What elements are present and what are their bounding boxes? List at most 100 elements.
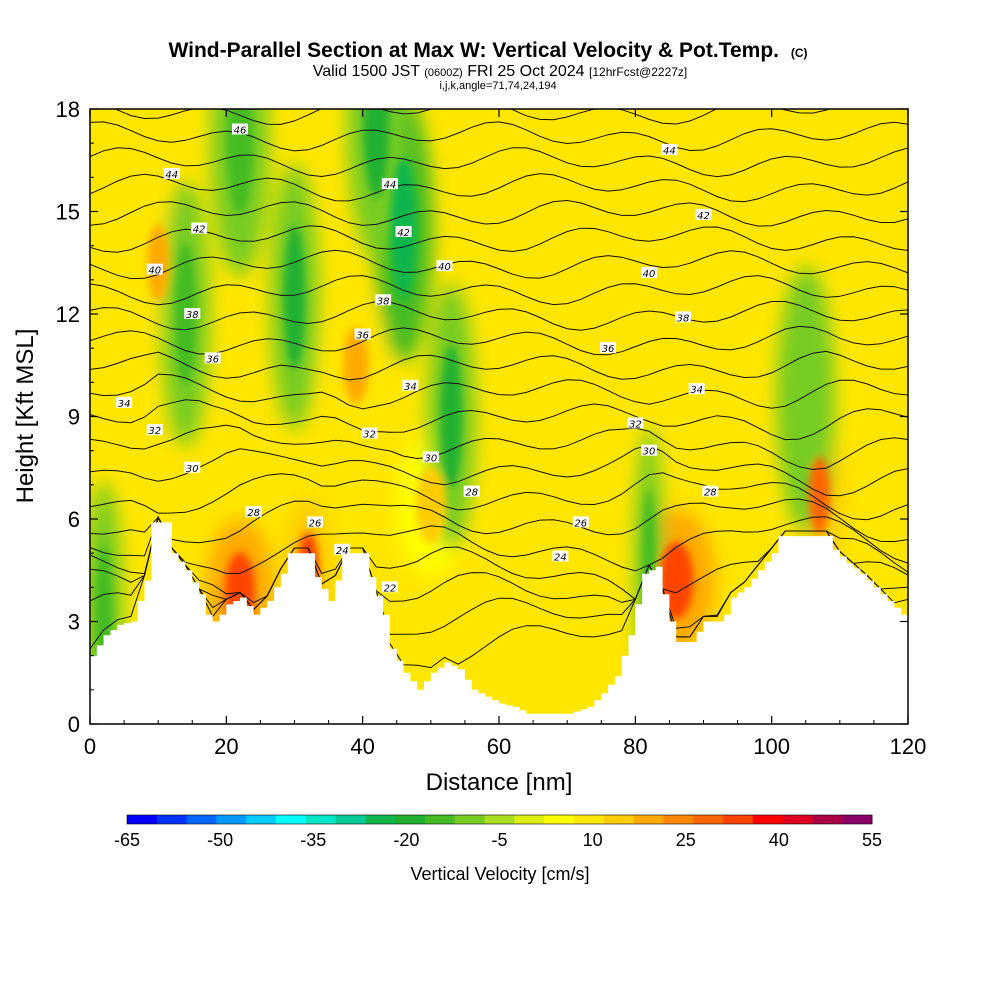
colorbar-swatch [216,815,247,824]
theta-label-bg [436,260,453,272]
x-tick-label: 100 [753,734,790,759]
theta-label-bg [334,543,351,555]
theta-label: 40 [436,260,453,273]
theta-label-bg [184,308,201,319]
theta-label: 36 [600,342,617,355]
colorbar-tick-label: -5 [491,830,507,850]
theta-contour [90,300,908,331]
theta-label-text: 42 [697,211,710,222]
theta-label: 46 [231,123,248,137]
x-axis-label: Distance [nm] [426,769,573,796]
y-axis-label: Height [Kft MSL] [12,329,39,504]
velocity-blob-core [342,326,369,404]
theta-label-text: 28 [465,488,478,499]
theta-label: 42 [395,226,412,239]
subtitle-params: i,j,k,angle=71,74,24,194 [439,80,556,92]
theta-label-bg [381,581,398,593]
colorbar-swatch [454,815,486,824]
theta-label-bg [116,396,133,408]
chart-title: Wind-Parallel Section at Max W: Vertical… [168,39,807,62]
theta-label: 28 [702,485,719,499]
velocity-blob-core [227,109,253,215]
theta-label-bg [361,427,378,439]
theta-contour [90,249,908,280]
x-tick-label: 80 [623,734,647,759]
theta-label-text: 44 [384,180,397,191]
x-tick-label: 60 [487,734,511,759]
y-tick-label: 18 [56,97,80,122]
colorbar-tick-label: 10 [583,830,603,850]
terrain-fill [90,522,908,724]
theta-label-bg [627,417,644,429]
theta-label-text: 44 [663,146,676,157]
theta-label-text: 40 [148,266,161,277]
colorbar-swatch [156,815,188,824]
colorbar-tick-label: -35 [300,830,326,850]
theta-label-text: 42 [193,225,206,236]
theta-label-bg [463,485,480,497]
colorbar-swatch [276,815,307,824]
theta-label-text: 32 [363,430,376,441]
colorbar-swatch [246,815,277,824]
theta-label-text: 32 [148,426,161,437]
y-tick-label: 12 [56,302,80,327]
subtitle-utc: (0600Z) [424,67,463,79]
colorbar-swatch [693,815,724,824]
plot-area: 46 44 44 44 42 42 42 40 40 40 38 38 38 36 36 36 34 34 34 32… [90,109,908,724]
x-tick-label: 0 [84,734,96,759]
colorbar-swatch [782,815,813,824]
colorbar-tick-label: 40 [769,830,789,850]
velocity-blob-core [363,109,390,198]
theta-label-text: 28 [247,508,260,519]
theta-label: 38 [675,311,692,324]
theta-label-bg [640,444,657,456]
theta-label-bg [572,516,589,528]
theta-label: 44 [163,167,180,181]
theta-label-bg [600,342,617,354]
theta-label-bg [354,328,371,340]
theta-label-bg [184,461,201,473]
theta-contour [90,121,908,152]
theta-contour [90,515,908,575]
theta-contour [90,275,908,306]
colorbar-tick-label: 55 [862,830,882,850]
theta-label-bg [552,550,569,562]
theta-label-text: 26 [574,518,587,529]
y-tick-label: 3 [68,610,80,635]
colorbar-swatch [544,815,575,824]
colorbar-swatch [365,815,396,824]
theta-label-bg [245,506,262,518]
y-tick-label: 0 [68,712,80,737]
theta-label: 30 [422,451,439,465]
subtitle-valid: Valid 1500 JST [313,63,421,80]
theta-contour [90,325,908,356]
theta-label-text: 38 [677,313,690,324]
chart-subtitle: Valid 1500 JST (0600Z) FRI 25 Oct 2024 [… [313,63,688,80]
theta-label-bg [146,424,163,436]
colorbar-swatch [812,815,843,824]
theta-label-text: 46 [234,126,247,137]
theta-label: 32 [146,424,163,437]
theta-label: 40 [640,267,657,280]
chart-title-main: Wind-Parallel Section at Max W: Vertical… [168,39,779,62]
colorbar-swatch [842,815,873,824]
theta-label-text: 34 [404,382,417,393]
colorbar-swatch [395,815,426,824]
theta-label: 38 [184,308,201,321]
theta-label: 24 [552,550,569,564]
theta-label: 44 [661,144,678,157]
x-tick-label: 40 [350,734,374,759]
theta-contour [90,399,908,441]
theta-label-bg [640,267,657,278]
theta-label: 34 [688,383,705,396]
colorbar-swatch [127,815,158,824]
colorbar-tick-label: 25 [676,830,696,850]
colorbar-label: Vertical Velocity [cm/s] [410,864,589,884]
terrain-mask [90,522,908,724]
theta-contour [90,350,908,381]
theta-label: 36 [354,328,371,342]
velocity-blob-core [808,456,831,534]
theta-label-text: 30 [643,447,656,458]
y-tick-label: 6 [68,507,80,532]
